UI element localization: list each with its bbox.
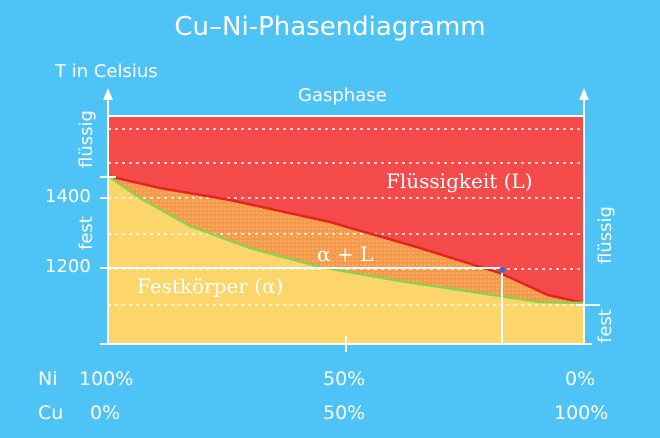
ni-value-right: 0% — [565, 368, 596, 390]
left-axis — [103, 88, 113, 344]
solid-region-label: Festkörper (α) — [137, 274, 284, 298]
example-point — [499, 267, 505, 273]
two-phase-region — [108, 176, 584, 303]
diagram-title: Cu–Ni-Phasendiagramm — [174, 12, 486, 42]
y-tick-1400: 1400 — [45, 186, 91, 207]
ni-value-left: 100% — [79, 368, 134, 390]
left-solid-label: fest — [76, 216, 97, 250]
cu-label: Cu — [38, 402, 64, 424]
y-tick-1200: 1200 — [45, 256, 91, 277]
y-axis-title: T in Celsius — [55, 61, 158, 82]
cu-value-left: 0% — [90, 402, 121, 424]
liquidus-curve — [107, 174, 585, 305]
cu-value-mid: 50% — [323, 402, 366, 424]
cu-value-right: 100% — [554, 402, 609, 424]
right-axis — [579, 88, 589, 344]
right-solid-label: fest — [595, 309, 616, 343]
liquid-region-label: Flüssigkeit (L) — [386, 169, 533, 193]
right-liquid-label: flüssig — [595, 206, 616, 264]
ni-label: Ni — [38, 368, 58, 390]
two-phase-region-label: α + L — [317, 242, 374, 266]
left-liquid-label: flüssig — [76, 110, 97, 168]
axis-ticks — [100, 176, 600, 352]
ni-value-mid: 50% — [323, 368, 366, 390]
gasphase-label: Gasphase — [298, 85, 387, 106]
